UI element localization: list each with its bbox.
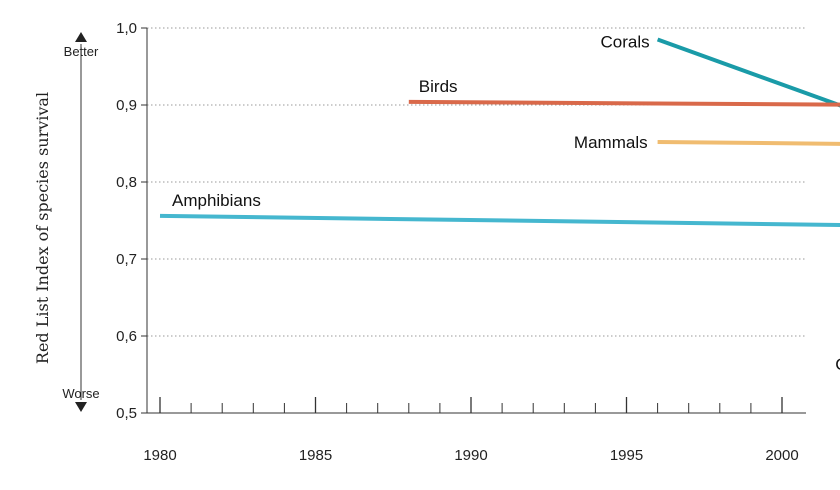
x-tick-label: 1985 — [299, 447, 332, 464]
x-tick-label: 1995 — [610, 447, 643, 464]
series-line-amphibians — [159, 213, 840, 227]
series-label-cycads: Cycads — [835, 355, 840, 374]
down-arrow-icon — [75, 402, 87, 412]
up-arrow-icon — [75, 32, 87, 42]
x-tick-label: 2000 — [765, 447, 798, 464]
x-tick-label: 1980 — [143, 447, 176, 464]
series-label-mammals: Mammals — [574, 133, 648, 152]
series-labels: CoralsBirdsMammalsAmphibiansCycadsBony f… — [172, 33, 840, 374]
series-line-birds — [408, 99, 840, 107]
x-tick-labels: 198019851990199520002005201020152020 — [143, 447, 798, 464]
grid-lines — [147, 27, 806, 337]
axes — [141, 27, 806, 414]
series-marks — [159, 37, 840, 227]
y-tick-label: 0,9 — [116, 97, 137, 114]
x-tick-label: 1990 — [454, 447, 487, 464]
y-axis-title: Red List Index of species survival — [33, 92, 52, 364]
series-label-corals: Corals — [600, 33, 649, 52]
series-label-birds: Birds — [419, 77, 458, 96]
worse-label: Worse — [62, 386, 99, 401]
y-tick-label: 1,0 — [116, 20, 137, 37]
series-line-mammals — [657, 139, 840, 146]
y-tick-label: 0,6 — [116, 328, 137, 345]
better-label: Better — [64, 44, 99, 59]
y-tick-label: 0,8 — [116, 174, 137, 191]
y-tick-labels: 0,5 0,6 0,7 0,8 0,9 1,0 — [116, 20, 137, 422]
y-tick-label: 0,7 — [116, 251, 137, 268]
series-label-amphibians: Amphibians — [172, 191, 261, 210]
y-tick-label: 0,5 — [116, 405, 137, 422]
series-line-corals — [656, 37, 840, 108]
